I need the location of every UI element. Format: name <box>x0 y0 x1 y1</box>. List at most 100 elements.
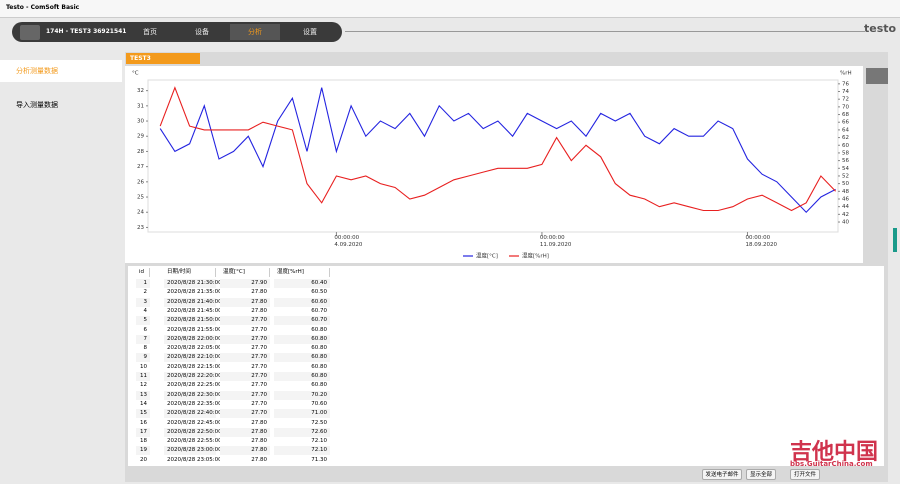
y2-tick-label: 64 <box>842 127 849 133</box>
y2-tick-label: 72 <box>842 97 849 103</box>
table-cell: 72.50 <box>274 418 330 428</box>
x-axis-labels: 00:00:00 4.09.2020 00:00:00 11.09.2020 00:… <box>125 66 863 263</box>
column-header: id <box>136 268 150 277</box>
y-tick-label: 32 <box>137 88 144 94</box>
nav-tab-active[interactable]: 分析 <box>230 24 280 40</box>
table-cell: 72.10 <box>274 437 330 447</box>
y2-tick-label: 74 <box>842 89 849 95</box>
table-cell: 2020/8/28 22:20:00 <box>164 372 222 381</box>
x-tick-label: 00:00:00 18.09.2020 <box>745 235 777 248</box>
y-tick-label: 23 <box>137 225 144 231</box>
table-cell: 27.70 <box>220 399 270 409</box>
y-tick-label: 29 <box>137 134 144 140</box>
y2-tick-label: 76 <box>842 81 849 87</box>
y2-tick-label: 58 <box>842 150 849 156</box>
table-cell: 60.50 <box>274 288 330 298</box>
table-cell: 27.80 <box>220 418 270 428</box>
table-cell: 60.70 <box>274 306 330 316</box>
table-cell: 60.80 <box>274 381 330 391</box>
doc-tab[interactable]: TEST3 <box>126 53 200 64</box>
legend-label: 湿度[%rH] <box>522 252 549 260</box>
table-cell: 13 <box>136 390 150 400</box>
y2-tick-label: 40 <box>842 220 849 226</box>
sidebar-item[interactable]: 导入测量数据 <box>16 101 58 109</box>
window-title: Testo - ComSoft Basic <box>6 4 80 11</box>
table-cell: 5 <box>136 316 150 326</box>
y2-tick-label: 50 <box>842 181 849 187</box>
table-cell: 72.60 <box>274 427 330 437</box>
table-cell: 7 <box>136 334 150 344</box>
y-tick-label: 31 <box>137 103 144 109</box>
chart: °C %rH23242526272829303132404244464850525… <box>132 71 852 260</box>
nav-tab[interactable]: 首页 <box>143 28 157 36</box>
table-cell: 27.80 <box>220 455 270 465</box>
table-cell: 9 <box>136 353 150 363</box>
y2-tick-label: 44 <box>842 204 849 210</box>
table-cell: 27.90 <box>220 279 270 288</box>
table-cell: 20 <box>136 455 150 465</box>
chart-panel <box>125 66 863 263</box>
table-cell: 27.70 <box>220 344 270 354</box>
sidebar-item-active[interactable]: 分析测量数据 <box>0 60 122 82</box>
table-cell: 19 <box>136 446 150 456</box>
table-cell: 17 <box>136 427 150 437</box>
legend-label: 温度[°C] <box>476 252 498 260</box>
nav-tab[interactable]: 设备 <box>195 28 209 36</box>
button[interactable]: 打开文件 <box>790 469 820 480</box>
table-cell: 2020/8/28 21:30:00 <box>164 279 222 288</box>
table-cell: 27.70 <box>220 381 270 391</box>
data-table: id 日期/时间 温度[°C] 湿度[%rH] 1 2020/8/28 21:30:00 2… <box>128 266 428 466</box>
table-cell: 12 <box>136 381 150 391</box>
table-cell: 6 <box>136 325 150 335</box>
button[interactable]: 显示全部 <box>746 469 776 480</box>
title-bar <box>0 0 900 18</box>
y2-tick-label: 70 <box>842 104 849 110</box>
table-cell: 27.80 <box>220 297 270 307</box>
y2-tick-label: 66 <box>842 120 849 126</box>
table-cell: 72.10 <box>274 446 330 456</box>
column-header: 日期/时间 <box>164 268 216 277</box>
table-cell: 3 <box>136 297 150 307</box>
series-line <box>159 87 836 213</box>
table-cell: 27.70 <box>220 372 270 381</box>
table-cell: 2020/8/28 22:50:00 <box>164 427 222 437</box>
table-cell: 60.60 <box>274 297 330 307</box>
button[interactable]: 发送电子邮件 <box>702 469 742 480</box>
divider <box>345 31 865 32</box>
table-cell: 2020/8/28 22:45:00 <box>164 418 222 428</box>
y2-tick-label: 42 <box>842 212 849 218</box>
column-header: 温度[°C] <box>220 268 270 277</box>
side-handle[interactable] <box>893 228 897 252</box>
table-cell: 2020/8/28 22:25:00 <box>164 381 222 391</box>
table-cell: 2020/8/28 22:40:00 <box>164 409 222 419</box>
y-tick-label: 24 <box>137 210 144 216</box>
y-unit: °C <box>132 71 139 77</box>
table-cell: 11 <box>136 372 150 381</box>
y2-tick-label: 54 <box>842 166 849 172</box>
table-cell: 4 <box>136 306 150 316</box>
table-cell: 2020/8/28 21:45:00 <box>164 306 222 316</box>
table-cell: 27.70 <box>220 409 270 419</box>
table-cell: 2020/8/28 22:00:00 <box>164 334 222 344</box>
table-cell: 60.80 <box>274 344 330 354</box>
nav-tab[interactable]: 设置 <box>303 28 317 36</box>
table-cell: 60.80 <box>274 334 330 344</box>
table-cell: 2020/8/28 21:50:00 <box>164 316 222 326</box>
table-cell: 27.70 <box>220 325 270 335</box>
table-cell: 60.80 <box>274 372 330 381</box>
y-tick-label: 25 <box>137 195 144 201</box>
y2-tick-label: 68 <box>842 112 849 118</box>
table-cell: 2020/8/28 22:55:00 <box>164 437 222 447</box>
table-cell: 15 <box>136 409 150 419</box>
table-cell: 8 <box>136 344 150 354</box>
table-cell: 27.80 <box>220 437 270 447</box>
y2-tick-label: 46 <box>842 196 849 202</box>
series-line <box>159 86 836 212</box>
table-cell: 60.70 <box>274 316 330 326</box>
x-tick-label: 00:00:00 4.09.2020 <box>334 235 363 248</box>
table-cell: 70.60 <box>274 399 330 409</box>
y2-tick-label: 52 <box>842 173 849 179</box>
column-header: 湿度[%rH] <box>274 268 330 277</box>
table-cell: 2020/8/28 21:40:00 <box>164 297 222 307</box>
chart-icon[interactable] <box>866 68 888 84</box>
